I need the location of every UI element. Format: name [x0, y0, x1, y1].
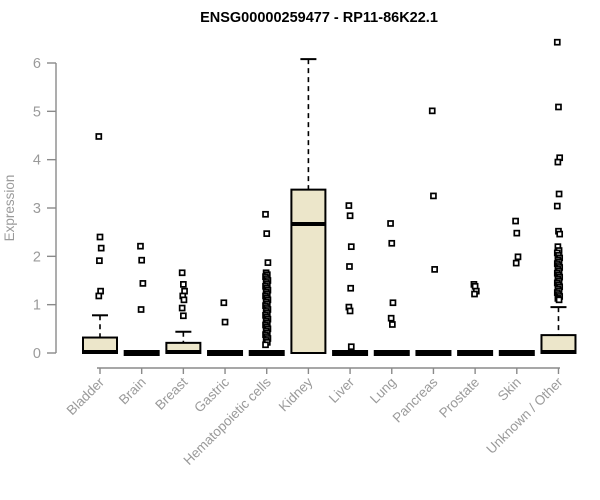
boxplot-prostate: [457, 281, 494, 356]
outlier-point: [178, 304, 186, 312]
outlier-point: [180, 281, 187, 288]
outlier-point: [178, 269, 186, 277]
y-tick-label: 5: [33, 104, 41, 120]
outlier-point: [514, 253, 522, 261]
x-category-label: Liver: [326, 374, 358, 406]
boxplot-skin: [498, 217, 535, 356]
outlier-point: [556, 230, 564, 238]
outlier-point: [95, 133, 103, 140]
outlier-point: [554, 158, 562, 166]
x-category-label: Bladder: [64, 374, 108, 418]
outlier-point: [553, 202, 561, 210]
boxplot-breast: [165, 269, 202, 355]
outlier-point: [346, 307, 354, 315]
boxplot-gastric: [207, 299, 244, 356]
outlier-point: [346, 263, 353, 270]
outlier-point: [262, 210, 269, 218]
outlier-point: [347, 343, 355, 351]
outlier-point: [389, 299, 397, 307]
y-tick-label: 3: [33, 201, 41, 217]
outlier-point: [95, 292, 103, 300]
boxplot-pancreas: [415, 107, 452, 356]
boxplot-unknown-other: [540, 38, 577, 355]
y-axis-title: Expression: [2, 175, 17, 242]
outlier-point: [555, 190, 563, 198]
x-category-label: Unknown / Other: [483, 374, 566, 457]
outlier-point: [387, 314, 395, 322]
flat-box: [123, 350, 160, 356]
flat-box: [498, 350, 535, 356]
outlier-point: [221, 318, 229, 326]
boxplot-lung: [373, 220, 410, 356]
x-category-label: Prostate: [436, 375, 482, 421]
outlier-point: [138, 256, 146, 264]
outlier-point: [347, 243, 355, 251]
flat-box: [207, 350, 244, 356]
y-tick-label: 2: [33, 249, 41, 265]
outlier-point: [345, 202, 353, 209]
outlier-point: [137, 306, 145, 313]
outlier-point: [180, 296, 188, 304]
flat-box: [332, 350, 369, 356]
outlier-point: [428, 107, 436, 115]
outlier-point: [553, 38, 561, 46]
box: [290, 188, 327, 354]
boxplot-brain: [123, 242, 160, 356]
outlier-point: [555, 296, 563, 304]
x-category-label: Pancreas: [390, 374, 441, 425]
outlier-point: [263, 230, 271, 237]
box-groups: [82, 38, 577, 356]
chart-title: ENSG00000259477 - RP11-86K22.1: [200, 10, 438, 26]
outlier-point: [347, 284, 355, 292]
x-category-label: Gastric: [191, 374, 232, 415]
outlier-point: [388, 239, 396, 247]
x-category-label: Skin: [495, 375, 524, 404]
x-category-label: Lung: [367, 375, 399, 407]
y-tick-label: 6: [33, 56, 41, 72]
outlier-point: [96, 257, 103, 265]
outlier-point: [471, 290, 478, 298]
boxplot-liver: [332, 202, 369, 356]
outlier-point: [97, 244, 105, 252]
outlier-point: [431, 266, 438, 273]
x-category-label: Kidney: [276, 374, 316, 414]
outlier-point: [137, 242, 144, 250]
flat-box: [415, 350, 452, 356]
y-tick-label: 0: [33, 346, 41, 362]
flat-box: [248, 350, 285, 356]
outlier-point: [512, 259, 520, 267]
outlier-point: [387, 220, 394, 227]
outlier-point: [555, 103, 562, 111]
y-tick-label: 1: [33, 298, 41, 314]
outlier-point: [139, 280, 147, 287]
outlier-point: [220, 299, 228, 307]
outlier-point: [513, 229, 521, 237]
boxplot-bladder: [82, 133, 118, 355]
boxplot-kidney: [290, 58, 327, 354]
outlier-point: [180, 312, 187, 320]
outlier-point: [262, 341, 269, 349]
y-tick-label: 4: [33, 153, 41, 169]
x-category-label: Breast: [152, 374, 190, 412]
outlier-point: [389, 321, 396, 328]
boxplot-hematopoietic-cells: [248, 210, 285, 356]
outlier-point: [512, 217, 519, 225]
flat-box: [373, 350, 410, 356]
outlier-point: [346, 212, 354, 220]
x-category-label: Brain: [116, 375, 149, 408]
outlier-point: [96, 233, 104, 241]
outlier-point: [430, 192, 437, 200]
flat-box: [457, 350, 494, 356]
outlier-point: [264, 259, 272, 266]
